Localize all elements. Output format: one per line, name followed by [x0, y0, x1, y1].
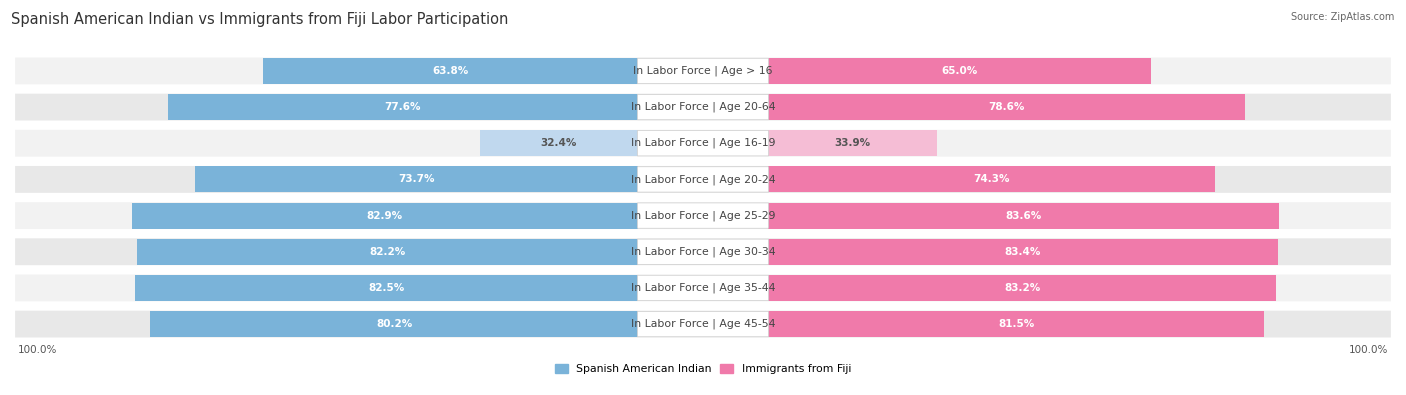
- Text: In Labor Force | Age 35-44: In Labor Force | Age 35-44: [631, 283, 775, 293]
- Text: Spanish American Indian vs Immigrants from Fiji Labor Participation: Spanish American Indian vs Immigrants fr…: [11, 12, 509, 27]
- Bar: [169, 94, 637, 120]
- Text: 82.2%: 82.2%: [368, 247, 405, 257]
- FancyBboxPatch shape: [14, 129, 1392, 158]
- Text: 33.9%: 33.9%: [834, 138, 870, 148]
- FancyBboxPatch shape: [14, 237, 1392, 266]
- Text: 82.9%: 82.9%: [367, 211, 402, 220]
- Text: Source: ZipAtlas.com: Source: ZipAtlas.com: [1291, 12, 1395, 22]
- Text: 78.6%: 78.6%: [988, 102, 1025, 112]
- Bar: [150, 311, 637, 337]
- Bar: [769, 94, 1244, 120]
- Text: 80.2%: 80.2%: [375, 319, 412, 329]
- Text: In Labor Force | Age > 16: In Labor Force | Age > 16: [633, 66, 773, 76]
- Text: 32.4%: 32.4%: [540, 138, 576, 148]
- Bar: [479, 130, 637, 156]
- Bar: [769, 130, 936, 156]
- Text: 82.5%: 82.5%: [368, 283, 404, 293]
- Text: 83.2%: 83.2%: [1004, 283, 1040, 293]
- Text: 63.8%: 63.8%: [433, 66, 468, 76]
- Text: 83.4%: 83.4%: [1005, 247, 1042, 257]
- FancyBboxPatch shape: [637, 311, 769, 337]
- Text: In Labor Force | Age 45-54: In Labor Force | Age 45-54: [631, 319, 775, 329]
- FancyBboxPatch shape: [637, 203, 769, 228]
- Bar: [769, 58, 1152, 84]
- FancyBboxPatch shape: [14, 273, 1392, 303]
- Text: 83.6%: 83.6%: [1005, 211, 1042, 220]
- Bar: [769, 203, 1279, 229]
- Bar: [769, 275, 1277, 301]
- Bar: [136, 239, 637, 265]
- FancyBboxPatch shape: [14, 201, 1392, 230]
- Text: In Labor Force | Age 16-19: In Labor Force | Age 16-19: [631, 138, 775, 149]
- FancyBboxPatch shape: [14, 165, 1392, 194]
- Text: In Labor Force | Age 25-29: In Labor Force | Age 25-29: [631, 210, 775, 221]
- FancyBboxPatch shape: [637, 58, 769, 84]
- Text: In Labor Force | Age 20-64: In Labor Force | Age 20-64: [631, 102, 775, 112]
- Text: 73.7%: 73.7%: [398, 175, 434, 184]
- Bar: [135, 275, 637, 301]
- FancyBboxPatch shape: [14, 92, 1392, 122]
- FancyBboxPatch shape: [637, 239, 769, 264]
- Text: In Labor Force | Age 30-34: In Labor Force | Age 30-34: [631, 246, 775, 257]
- Text: 100.0%: 100.0%: [17, 345, 56, 355]
- Text: 77.6%: 77.6%: [385, 102, 422, 112]
- Bar: [769, 166, 1215, 192]
- Bar: [195, 166, 637, 192]
- FancyBboxPatch shape: [637, 94, 769, 120]
- FancyBboxPatch shape: [637, 131, 769, 156]
- FancyBboxPatch shape: [637, 275, 769, 301]
- Text: 65.0%: 65.0%: [942, 66, 977, 76]
- Text: 81.5%: 81.5%: [998, 319, 1035, 329]
- Legend: Spanish American Indian, Immigrants from Fiji: Spanish American Indian, Immigrants from…: [550, 359, 856, 378]
- Text: 100.0%: 100.0%: [1350, 345, 1389, 355]
- Text: In Labor Force | Age 20-24: In Labor Force | Age 20-24: [631, 174, 775, 185]
- Bar: [769, 311, 1264, 337]
- Text: 74.3%: 74.3%: [973, 175, 1010, 184]
- Bar: [769, 239, 1278, 265]
- Bar: [263, 58, 637, 84]
- FancyBboxPatch shape: [14, 310, 1392, 339]
- FancyBboxPatch shape: [637, 167, 769, 192]
- FancyBboxPatch shape: [14, 56, 1392, 85]
- Bar: [132, 203, 637, 229]
